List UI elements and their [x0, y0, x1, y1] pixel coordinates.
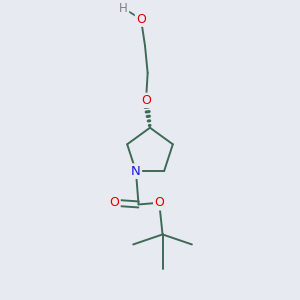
Text: O: O: [136, 13, 146, 26]
Text: N: N: [131, 165, 141, 178]
Text: O: O: [110, 196, 119, 209]
Text: H: H: [119, 2, 128, 15]
Text: O: O: [154, 196, 164, 209]
Text: O: O: [141, 94, 151, 107]
